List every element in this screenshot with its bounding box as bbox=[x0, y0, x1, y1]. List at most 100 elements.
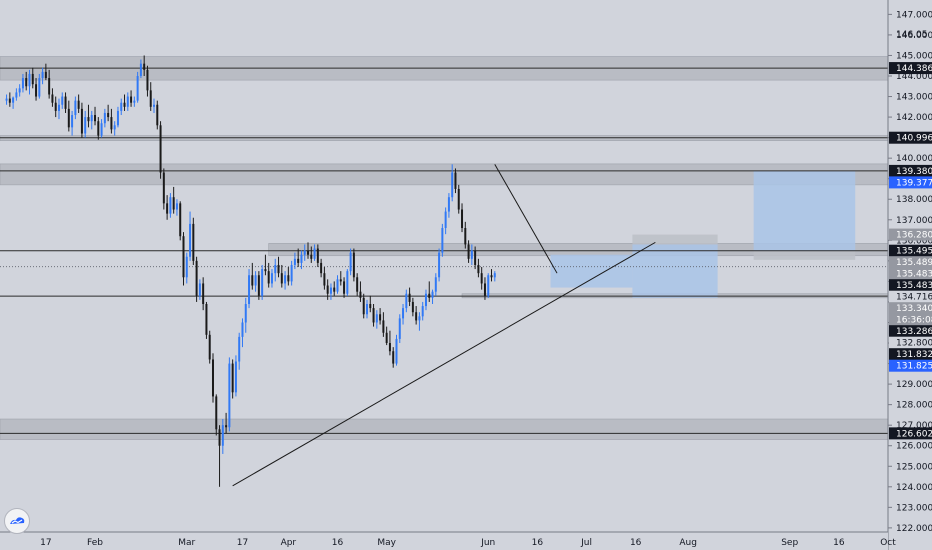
candle-body-127 bbox=[421, 306, 424, 317]
candle-body-109 bbox=[362, 297, 365, 315]
y-tick-label: 137.000 bbox=[896, 216, 932, 226]
price-badge-bg-2 bbox=[889, 131, 932, 144]
projection-box-1 bbox=[632, 244, 718, 298]
y-tick-label: 147.000 bbox=[896, 10, 932, 20]
candle-body-139 bbox=[461, 209, 464, 228]
candle-body-87 bbox=[290, 264, 293, 282]
y-tick-label: 140.000 bbox=[896, 154, 932, 164]
candle-body-20 bbox=[71, 115, 74, 128]
y-tick-label: 142.000 bbox=[896, 113, 932, 123]
candle-body-81 bbox=[270, 273, 273, 284]
candle-body-100 bbox=[333, 287, 336, 292]
candle-body-134 bbox=[444, 211, 447, 228]
price-badge-label: 146.05 bbox=[896, 30, 928, 40]
candle-body-47 bbox=[159, 125, 162, 173]
candle-body-88 bbox=[293, 258, 296, 265]
price-badge-bg-17 bbox=[889, 427, 932, 440]
candle-body-75 bbox=[251, 275, 254, 286]
candle-body-27 bbox=[94, 115, 97, 122]
candle-body-21 bbox=[74, 100, 77, 116]
candle-body-149 bbox=[493, 273, 496, 278]
candle-body-104 bbox=[346, 271, 349, 294]
candle-body-101 bbox=[336, 279, 339, 292]
candle-body-138 bbox=[457, 188, 460, 210]
candle-body-34 bbox=[116, 110, 119, 126]
price-badge-bg-12 bbox=[889, 313, 932, 326]
candle-body-89 bbox=[297, 258, 300, 263]
candle-body-99 bbox=[329, 287, 332, 294]
candle-body-141 bbox=[467, 244, 470, 259]
x-tick-label: Oct bbox=[880, 538, 896, 548]
candle-body-54 bbox=[182, 236, 185, 278]
candle-body-32 bbox=[110, 117, 113, 130]
trendline-0 bbox=[232, 241, 656, 487]
candle-body-116 bbox=[385, 332, 388, 344]
candle-body-133 bbox=[441, 228, 444, 253]
candle-body-97 bbox=[323, 273, 326, 286]
y-tick-label: 128.000 bbox=[896, 401, 932, 411]
candle-body-115 bbox=[382, 320, 385, 333]
candle-body-28 bbox=[97, 121, 100, 136]
candle-body-86 bbox=[287, 275, 290, 282]
candle-body-125 bbox=[415, 312, 418, 321]
price-badge-label: 131.825 bbox=[896, 362, 932, 372]
x-tick-label: Mar bbox=[178, 538, 195, 548]
candle-body-130 bbox=[431, 291, 434, 298]
candle-body-65 bbox=[218, 429, 221, 446]
projection-box-2 bbox=[632, 234, 718, 245]
candle-body-123 bbox=[408, 293, 411, 302]
candle-body-102 bbox=[339, 279, 342, 282]
candle-body-22 bbox=[77, 100, 80, 109]
candle-body-9 bbox=[35, 84, 38, 97]
x-tick-label: 16 bbox=[532, 538, 544, 548]
candle-body-59 bbox=[198, 283, 201, 296]
candle-body-8 bbox=[31, 73, 34, 85]
candle-body-85 bbox=[284, 275, 287, 284]
price-badge-label: 135.483 bbox=[896, 270, 932, 280]
y-tick-label: 144.000 bbox=[896, 72, 932, 82]
candle-body-25 bbox=[87, 117, 90, 122]
candle-body-61 bbox=[205, 304, 208, 335]
candle-body-129 bbox=[428, 293, 431, 298]
candle-body-124 bbox=[411, 301, 414, 313]
y-tick-label: 123.000 bbox=[896, 503, 932, 513]
candle-body-35 bbox=[120, 102, 123, 111]
candle-body-107 bbox=[356, 277, 359, 292]
tradingview-logo-icon[interactable] bbox=[4, 508, 30, 534]
x-tick-label: 16 bbox=[833, 538, 845, 548]
price-badge-bg-11 bbox=[889, 302, 932, 315]
candle-body-19 bbox=[67, 108, 70, 128]
candle-body-72 bbox=[241, 322, 244, 337]
candle-body-98 bbox=[326, 285, 329, 294]
x-tick-label: Sep bbox=[781, 538, 798, 548]
candle-body-108 bbox=[359, 291, 362, 298]
time-axis-background bbox=[0, 532, 888, 550]
candle-body-78 bbox=[261, 269, 264, 296]
candle-body-82 bbox=[274, 264, 277, 274]
candle-body-68 bbox=[228, 363, 231, 428]
price-badge-label: 135.483 bbox=[896, 281, 932, 291]
candle-body-74 bbox=[248, 275, 251, 304]
projection-box-0 bbox=[550, 254, 633, 288]
candle-body-146 bbox=[483, 283, 486, 296]
candle-body-62 bbox=[208, 334, 211, 360]
candle-body-63 bbox=[211, 359, 214, 397]
candle-body-110 bbox=[365, 304, 368, 315]
candle-body-16 bbox=[57, 104, 60, 111]
price-badge-bg-16 bbox=[889, 359, 932, 372]
y-tick-label: 127.000 bbox=[896, 421, 932, 431]
y-tick-label: 145.000 bbox=[896, 51, 932, 61]
candle-body-3 bbox=[15, 92, 18, 98]
x-tick-label: May bbox=[377, 538, 396, 548]
candle-body-70 bbox=[234, 361, 237, 393]
x-tick-label: Feb bbox=[87, 538, 103, 548]
candle-body-0 bbox=[5, 98, 8, 101]
price-badge-label: 135.489 bbox=[896, 258, 932, 268]
candle-body-41 bbox=[139, 63, 142, 76]
candle-body-52 bbox=[175, 203, 178, 210]
candle-body-13 bbox=[48, 78, 51, 95]
candle-body-43 bbox=[146, 69, 149, 91]
candle-body-118 bbox=[392, 351, 395, 364]
